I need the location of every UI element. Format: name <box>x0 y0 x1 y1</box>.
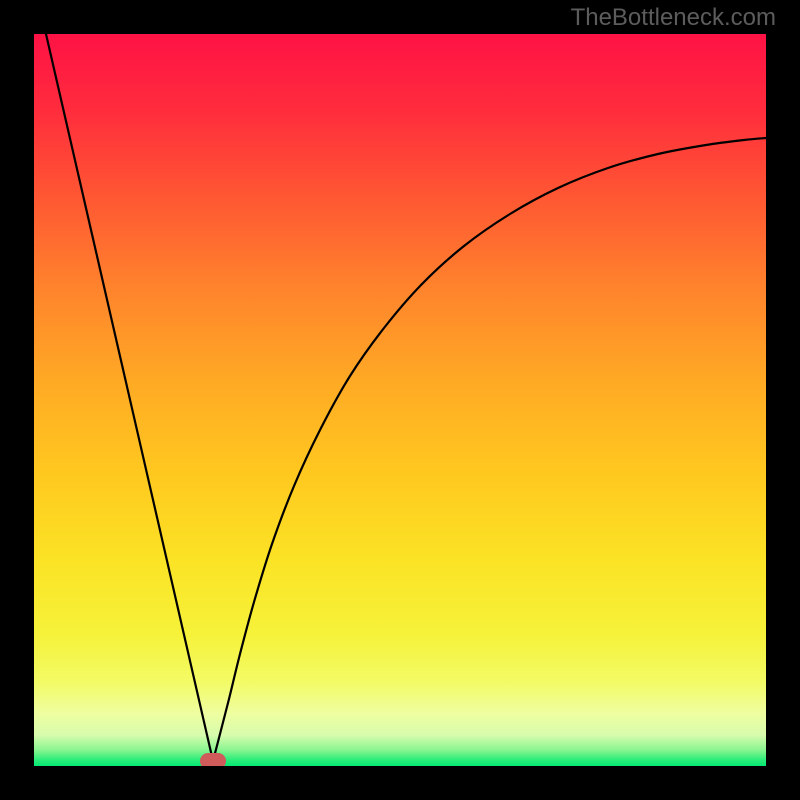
chart-frame: TheBottleneck.com <box>0 0 800 800</box>
curve-layer <box>34 34 766 766</box>
curve-left-branch <box>46 34 213 761</box>
border-right <box>766 0 800 800</box>
watermark-text: TheBottleneck.com <box>571 4 776 32</box>
plot-area <box>34 34 766 766</box>
border-left <box>0 0 34 800</box>
border-bottom <box>0 766 800 800</box>
curve-right-branch <box>213 138 766 761</box>
